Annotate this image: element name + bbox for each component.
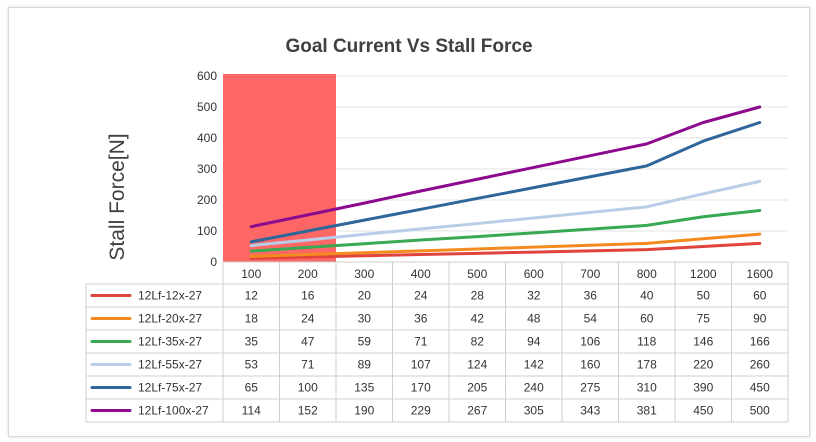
data-table-cell: 24 [414, 289, 428, 303]
data-table-cell: 142 [524, 358, 544, 372]
legend-label: 12Lf-100x-27 [138, 404, 209, 418]
x-tick-label: 500 [467, 267, 487, 281]
series-line [249, 179, 762, 248]
data-table-cell: 166 [750, 335, 770, 349]
data-table-cell: 229 [411, 404, 431, 418]
y-axis-label: Stall Force[N] [106, 133, 129, 260]
data-table-cell: 152 [298, 404, 318, 418]
data-table-cell: 50 [697, 289, 711, 303]
series-line [249, 209, 762, 253]
data-table-cell: 500 [750, 404, 770, 418]
data-table-cell: 240 [524, 381, 544, 395]
x-tick-label: 1600 [746, 267, 773, 281]
legend-label: 12Lf-55x-27 [138, 358, 202, 372]
y-tick-label: 0 [210, 255, 217, 269]
legend-label: 12Lf-12x-27 [138, 289, 202, 303]
y-tick-label: 400 [197, 131, 217, 145]
legend-label: 12Lf-35x-27 [138, 335, 202, 349]
x-tick-label: 600 [524, 267, 544, 281]
data-table-cell: 18 [245, 312, 259, 326]
data-table-cell: 107 [411, 358, 431, 372]
data-table-cell: 450 [750, 381, 770, 395]
y-tick-label: 500 [197, 100, 217, 114]
data-table-cell: 32 [527, 289, 541, 303]
legend-label: 12Lf-20x-27 [138, 312, 202, 326]
data-table-cell: 220 [693, 358, 713, 372]
data-table-cell: 343 [580, 404, 600, 418]
series-line [249, 232, 762, 258]
data-table-cell: 40 [640, 289, 654, 303]
data-table-cell: 60 [753, 289, 767, 303]
data-table-cell: 267 [467, 404, 487, 418]
data-table-cell: 24 [301, 312, 315, 326]
data-table-cell: 205 [467, 381, 487, 395]
data-table-cell: 48 [527, 312, 541, 326]
x-tick-label: 1200 [690, 267, 717, 281]
data-table-cell: 65 [245, 381, 259, 395]
data-table-cell: 36 [584, 289, 598, 303]
series-line [249, 241, 762, 260]
data-table-cell: 305 [524, 404, 544, 418]
x-tick-label: 300 [354, 267, 374, 281]
y-tick-label: 100 [197, 224, 217, 238]
data-table-cell: 178 [637, 358, 657, 372]
data-table-cell: 71 [414, 335, 428, 349]
data-table-cell: 118 [637, 335, 656, 349]
series-line [249, 105, 762, 229]
data-table-cell: 146 [693, 335, 713, 349]
chart-title: Goal Current Vs Stall Force [285, 36, 532, 57]
data-table-cell: 20 [358, 289, 372, 303]
data-table-cell: 53 [245, 358, 259, 372]
data-table-cell: 124 [467, 358, 487, 372]
data-table-cell: 60 [640, 312, 654, 326]
data-table-cell: 36 [414, 312, 428, 326]
x-tick-label: 200 [298, 267, 318, 281]
data-table-cell: 190 [354, 404, 374, 418]
data-table-cell: 89 [358, 358, 372, 372]
data-table-cell: 16 [301, 289, 315, 303]
y-tick-label: 300 [197, 162, 217, 176]
data-table-cell: 275 [580, 381, 600, 395]
data-table-cell: 160 [580, 358, 600, 372]
data-table-cell: 54 [584, 312, 598, 326]
data-table-cell: 106 [580, 335, 600, 349]
x-tick-label: 100 [241, 267, 261, 281]
data-table-cell: 75 [697, 312, 711, 326]
data-table-cell: 90 [753, 312, 767, 326]
data-table-cell: 59 [358, 335, 372, 349]
y-tick-label: 600 [197, 69, 217, 83]
data-table-cell: 310 [637, 381, 657, 395]
data-table-cell: 35 [245, 335, 259, 349]
data-table-cell: 260 [750, 358, 770, 372]
data-table-cell: 135 [354, 381, 374, 395]
data-table-cell: 28 [471, 289, 485, 303]
series-line [249, 121, 762, 244]
legend-label: 12Lf-75x-27 [138, 381, 202, 395]
data-table-cell: 450 [693, 404, 713, 418]
x-tick-label: 700 [580, 267, 600, 281]
data-table-cell: 94 [527, 335, 541, 349]
x-tick-label: 400 [411, 267, 431, 281]
data-table-cell: 42 [471, 312, 485, 326]
data-table-cell: 12 [245, 289, 259, 303]
data-table-cell: 100 [298, 381, 318, 395]
data-table-cell: 71 [301, 358, 315, 372]
highlight-band [223, 74, 336, 262]
data-table-cell: 82 [471, 335, 485, 349]
y-tick-label: 200 [197, 193, 217, 207]
data-table-cell: 30 [358, 312, 372, 326]
data-table-cell: 47 [301, 335, 315, 349]
data-table-cell: 114 [242, 404, 261, 418]
data-table-cell: 170 [411, 381, 431, 395]
data-table-cell: 381 [637, 404, 657, 418]
data-table-cell: 390 [693, 381, 713, 395]
x-tick-label: 800 [637, 267, 657, 281]
